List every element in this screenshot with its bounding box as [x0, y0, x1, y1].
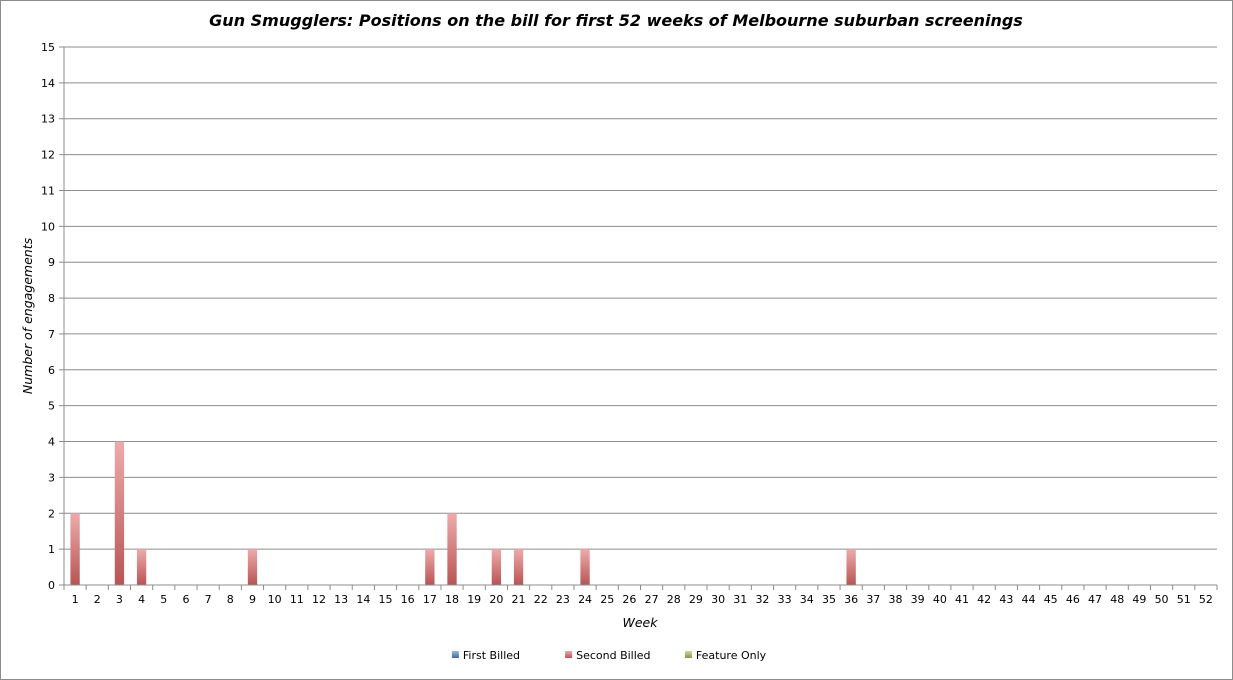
y-tick-label: 2 [48, 507, 55, 520]
x-tick-label: 43 [999, 593, 1013, 606]
x-tick-label: 26 [622, 593, 636, 606]
x-tick-label: 38 [888, 593, 902, 606]
legend-swatch-feature-only [684, 651, 692, 658]
x-axis-title: Week [623, 615, 659, 630]
x-tick-label: 27 [645, 593, 659, 606]
x-tick-label: 29 [689, 593, 703, 606]
y-tick-label: 14 [41, 77, 55, 90]
x-tick-label: 42 [977, 593, 991, 606]
y-tick-label: 1 [48, 543, 55, 556]
legend-label-second-billed: Second Billed [576, 649, 650, 662]
x-tick-label: 14 [356, 593, 370, 606]
x-tick-label: 39 [911, 593, 925, 606]
y-tick-label: 15 [41, 41, 55, 54]
bar-second-billed-week-24 [580, 549, 590, 585]
x-tick-label: 3 [116, 593, 123, 606]
x-tick-label: 17 [423, 593, 437, 606]
y-tick-label: 11 [41, 184, 55, 197]
x-tick-label: 6 [182, 593, 189, 606]
legend-swatch-second-billed [565, 651, 573, 658]
bar-second-billed-week-17 [425, 549, 435, 585]
x-tick-label: 19 [467, 593, 481, 606]
x-tick-label: 22 [534, 593, 548, 606]
x-tick-label: 5 [160, 593, 167, 606]
x-tick-label: 36 [844, 593, 858, 606]
x-tick-label: 28 [667, 593, 681, 606]
x-tick-label: 11 [290, 593, 304, 606]
x-tick-label: 7 [205, 593, 212, 606]
x-tick-label: 23 [556, 593, 570, 606]
x-tick-label: 49 [1132, 593, 1146, 606]
x-tick-label: 47 [1088, 593, 1102, 606]
x-tick-label: 31 [733, 593, 747, 606]
gridlines [64, 46, 1217, 550]
x-tick-label: 41 [955, 593, 969, 606]
x-tick-label: 2 [94, 593, 101, 606]
x-tick-label: 13 [334, 593, 348, 606]
x-tick-label: 1 [72, 593, 79, 606]
x-tick-label: 9 [249, 593, 256, 606]
x-tick-label: 10 [268, 593, 282, 606]
bar-second-billed-week-4 [136, 549, 147, 585]
x-tick-label: 12 [312, 593, 326, 606]
x-tick-label: 51 [1177, 593, 1191, 606]
x-tick-label: 25 [600, 593, 614, 606]
legend: First Billed Second Billed Feature Only [451, 649, 767, 662]
y-tick-label: 10 [41, 220, 55, 233]
x-tick-label: 15 [379, 593, 393, 606]
x-tick-label: 35 [822, 593, 836, 606]
x-tick-label: 8 [227, 593, 234, 606]
y-tick-label: 6 [48, 364, 55, 377]
x-tick-label: 50 [1155, 593, 1169, 606]
x-tick-label: 20 [489, 593, 503, 606]
x-tick-label: 34 [800, 593, 814, 606]
y-axis-title: Number of engagements [20, 237, 35, 394]
bar-second-billed-week-1 [70, 513, 80, 585]
x-tick-label: 48 [1110, 593, 1124, 606]
x-tick-label: 40 [933, 593, 947, 606]
x-tick-label: 18 [445, 593, 459, 606]
y-tick-label: 9 [48, 256, 55, 269]
x-tick-label: 32 [755, 593, 769, 606]
chart-title: Gun Smugglers: Positions on the bill for… [209, 11, 1023, 30]
y-tick-label: 7 [48, 328, 55, 341]
y-tick-label: 8 [48, 292, 55, 305]
x-tick-label: 4 [138, 593, 145, 606]
bar-second-billed-week-21 [513, 549, 524, 585]
axes [59, 46, 1218, 590]
bar-second-billed-week-3 [114, 441, 125, 585]
bar-second-billed-week-20 [491, 549, 502, 585]
y-tick-label: 4 [48, 436, 55, 449]
x-tick-label: 21 [512, 593, 526, 606]
x-tick-label: 30 [711, 593, 725, 606]
x-tick-label: 46 [1066, 593, 1080, 606]
x-tick-label: 52 [1199, 593, 1213, 606]
legend-swatch-first-billed [451, 651, 459, 658]
bar-second-billed-week-9 [247, 549, 258, 585]
x-tick-label: 45 [1044, 593, 1058, 606]
y-tick-label: 12 [41, 149, 55, 162]
bar-second-billed-week-36 [846, 549, 856, 585]
y-tick-label: 5 [48, 400, 55, 413]
y-tick-label: 0 [48, 579, 55, 592]
x-tick-label: 24 [578, 593, 592, 606]
x-tick-label: 16 [401, 593, 415, 606]
legend-label-feature-only: Feature Only [696, 649, 767, 662]
x-tick-label: 33 [778, 593, 792, 606]
y-tick-label: 13 [41, 113, 55, 126]
x-tick-label: 37 [866, 593, 880, 606]
legend-label-first-billed: First Billed [463, 649, 520, 662]
x-tick-label: 44 [1022, 593, 1036, 606]
bar-second-billed-week-18 [447, 513, 457, 585]
x-tick-labels: 1 2 3 4 5 6 7 8 9 10 11 12 13 14 15 16 17 18 19 20 21 22 23 24 2… [72, 593, 1213, 606]
y-tick-label: 3 [48, 471, 55, 484]
bars [70, 441, 856, 585]
